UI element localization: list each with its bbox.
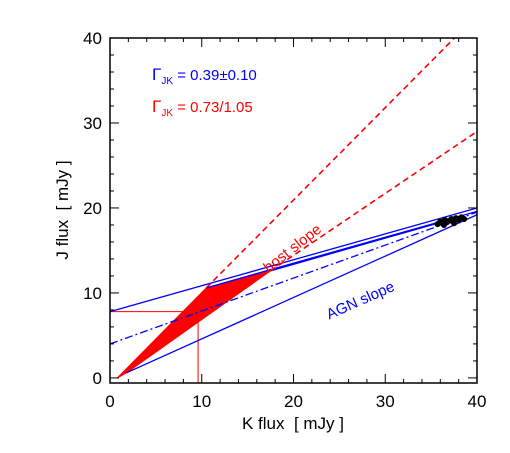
x-tick-label: 40 bbox=[468, 392, 487, 411]
host-region bbox=[116, 270, 271, 379]
agn-slope-line-1 bbox=[206, 210, 477, 289]
host-value-guide-0 bbox=[110, 311, 199, 383]
svg-text:ΓJK = 0.39±0.10: ΓJK = 0.39±0.10 bbox=[152, 65, 257, 87]
svg-text:ΓJK = 0.73/1.05: ΓJK = 0.73/1.05 bbox=[152, 97, 253, 119]
y-tick-label: 20 bbox=[83, 199, 102, 218]
legend-host-subscript: JK bbox=[161, 108, 173, 119]
y-tick-label: 40 bbox=[83, 29, 102, 48]
y-tick-label: 30 bbox=[83, 114, 102, 133]
legend-host: ΓJK = 0.73/1.05 bbox=[152, 97, 253, 119]
agn-point bbox=[451, 220, 458, 227]
agn-slope-line-2 bbox=[126, 214, 477, 374]
y-axis-label: J flux [ mJy ] bbox=[53, 160, 72, 259]
legend-agn-subscript: JK bbox=[161, 76, 173, 87]
legend-agn-symbol: Γ bbox=[152, 65, 161, 84]
legend-host-symbol: Γ bbox=[152, 97, 161, 116]
annotation-agn-slope: AGN slope bbox=[324, 278, 397, 323]
x-tick-label: 10 bbox=[192, 392, 211, 411]
x-tick-label: 0 bbox=[105, 392, 114, 411]
annotation-host-slope: host slope bbox=[260, 221, 324, 277]
x-tick-label: 30 bbox=[376, 392, 395, 411]
agn-point bbox=[461, 215, 468, 222]
legend-agn-value: = 0.39±0.10 bbox=[173, 67, 257, 84]
data-layer bbox=[110, 38, 477, 383]
agn-point bbox=[440, 221, 447, 228]
x-axis-label: K flux [ mJy ] bbox=[242, 414, 344, 433]
legend-host-value: = 0.73/1.05 bbox=[173, 99, 253, 116]
x-tick-label: 20 bbox=[284, 392, 303, 411]
host-slope-line-1 bbox=[270, 130, 477, 272]
agn-slope-line-3 bbox=[270, 219, 450, 272]
legend-agn: ΓJK = 0.39±0.10 bbox=[152, 65, 257, 87]
y-tick-label: 0 bbox=[93, 369, 102, 388]
agn-slope-line-4 bbox=[110, 211, 477, 345]
ticks-layer: 0 10 20 30 40 0 10 20 30 40 bbox=[83, 29, 486, 411]
y-tick-label: 10 bbox=[83, 284, 102, 303]
agn-slope-line-0 bbox=[110, 207, 477, 313]
